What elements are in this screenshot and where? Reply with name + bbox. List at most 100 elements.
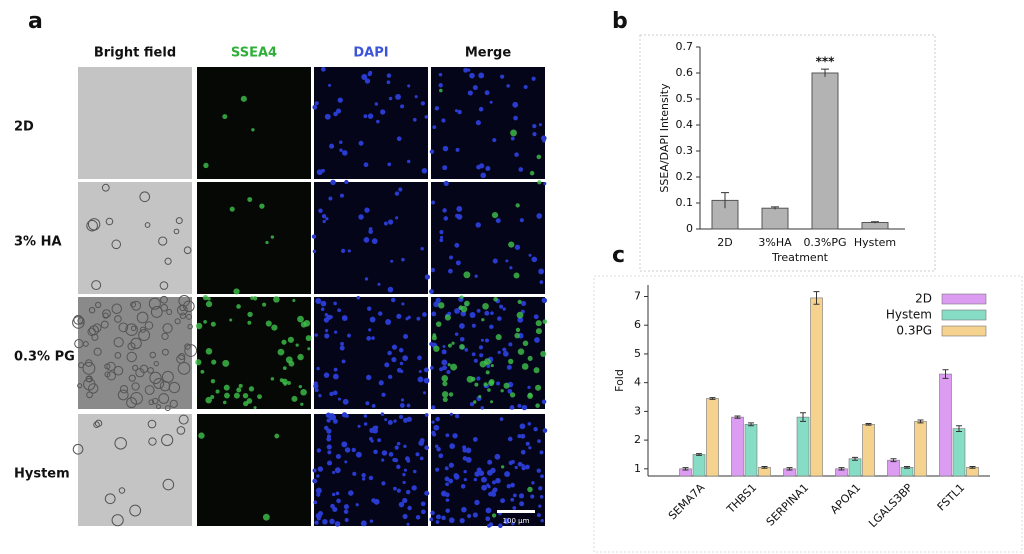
nucleus [348,490,354,496]
cell [113,337,124,348]
nucleus [312,104,318,110]
ssea4-signal [223,384,230,391]
error-bar [696,453,702,456]
bar [952,428,966,477]
ssea4-signal [233,288,240,295]
cell [149,351,157,359]
error-bar [748,422,754,427]
nucleus [417,376,424,383]
nucleus [469,72,475,79]
ssea4-signal [307,347,311,351]
nucleus [521,465,526,471]
ssea4-signal [441,375,449,382]
nucleus [333,367,338,372]
nucleus [407,84,411,88]
nucleus [398,187,403,192]
cell [177,361,191,375]
nucleus [476,467,482,473]
nucleus [371,403,376,408]
micrograph-bg [78,414,192,526]
nucleus [509,405,515,410]
nucleus [322,518,328,525]
nucleus [327,460,333,466]
nucleus [363,414,368,418]
nucleus [361,473,366,478]
nucleus [363,162,369,168]
nucleus [321,67,326,72]
nucleus [430,267,436,273]
row-label: 3% HA [14,235,62,250]
nucleus [398,347,404,353]
nucleus [337,97,343,103]
nucleus [413,469,417,474]
nucleus [498,523,503,529]
nucleus [316,474,320,478]
ssea4-signal [224,392,230,399]
nucleus [520,449,526,455]
cell [183,246,192,255]
ssea4-signal [516,311,524,319]
nucleus [448,462,454,468]
ssea4-signal [433,345,440,352]
ssea4-signal [274,433,280,439]
nucleus [434,444,439,449]
nucleus [406,459,411,463]
micrograph-bg [78,67,192,179]
ssea4-signal [281,339,287,345]
nucleus [533,314,539,320]
error-bar [734,415,741,419]
nucleus [456,214,463,220]
ssea4-signal [271,324,278,331]
ssea4-signal [291,395,298,402]
nucleus [344,179,349,185]
nucleus [424,274,431,280]
nucleus [361,74,368,81]
ssea4-signal [236,387,242,393]
nucleus [435,467,440,472]
nucleus [474,274,478,278]
panel-label: a [28,9,43,34]
nucleus [329,391,334,397]
bar [848,458,862,477]
ssea4-signal [292,298,296,303]
nucleus [449,443,456,449]
ssea4-signal [536,154,542,160]
cell [86,391,93,399]
nucleus [459,517,465,524]
ssea4-signal [298,385,302,389]
nucleus [369,427,375,434]
nucleus [339,345,345,351]
cell [114,352,122,359]
nucleus [442,165,448,171]
x-tick-label: SEMA7A [666,481,708,523]
ssea4-signal [300,388,307,396]
error-bar [682,467,689,471]
nucleus [326,428,332,434]
nucleus [457,109,462,115]
cell [131,382,140,391]
nucleus [454,308,460,314]
nucleus [377,438,382,443]
nucleus [394,445,399,450]
nucleus [358,140,364,146]
nucleus [400,398,405,402]
ssea4-signal [259,203,265,209]
nucleus [531,76,536,81]
cell [83,378,96,391]
nucleus [517,461,523,467]
nucleus [364,277,369,281]
panel-label: b [612,9,628,34]
nucleus [485,166,491,172]
nucleus [485,507,492,514]
nucleus [536,468,541,473]
nucleus [454,413,460,419]
nucleus [471,323,476,328]
ssea4-signal [493,297,498,302]
nucleus [475,120,481,126]
nucleus [472,437,478,442]
nucleus [357,424,361,428]
x-tick-label: LGALS3BP [866,481,915,530]
nucleus [445,508,450,513]
panel-c-frame [593,275,1023,553]
nucleus [438,83,443,88]
